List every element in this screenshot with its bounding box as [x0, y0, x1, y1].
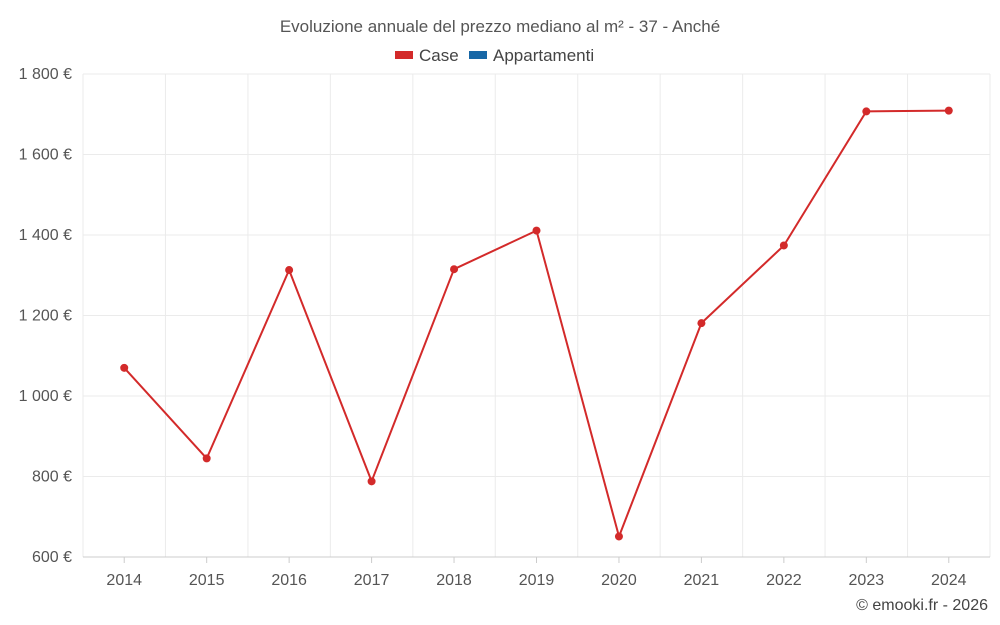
x-tick-label: 2017: [354, 572, 390, 589]
legend: Case Appartamenti: [395, 46, 594, 65]
y-tick-label: 1 000 €: [19, 388, 72, 405]
legend-label-case: Case: [419, 46, 459, 65]
x-tick-label: 2024: [931, 572, 967, 589]
data-point[interactable]: [614, 532, 623, 541]
data-point[interactable]: [367, 477, 376, 486]
legend-label-appartamenti: Appartamenti: [493, 46, 594, 65]
x-tick-label: 2019: [519, 572, 555, 589]
x-tick-label: 2014: [106, 572, 142, 589]
data-point[interactable]: [944, 106, 953, 115]
data-point[interactable]: [532, 226, 541, 235]
chart-title: Evoluzione annuale del prezzo mediano al…: [280, 17, 720, 36]
data-point[interactable]: [120, 363, 129, 372]
x-tick-label: 2021: [684, 572, 720, 589]
data-point[interactable]: [450, 265, 459, 274]
y-tick-label: 600 €: [32, 549, 72, 566]
y-tick-label: 1 200 €: [19, 308, 72, 325]
x-tick-label: 2018: [436, 572, 472, 589]
x-tick-label: 2022: [766, 572, 802, 589]
x-tick-label: 2016: [271, 572, 307, 589]
data-point[interactable]: [779, 241, 788, 250]
data-point[interactable]: [285, 266, 294, 275]
x-axis: 2014 2015 2016 2017 2018 2019 2020 2021 2022 2023…: [83, 556, 990, 589]
y-tick-label: 1 600 €: [19, 147, 72, 164]
x-tick-label: 2023: [849, 572, 885, 589]
legend-swatch-case: [395, 51, 413, 59]
series-case: [120, 106, 953, 541]
credit-text: © emooki.fr - 2026: [856, 597, 988, 614]
legend-item-appartamenti[interactable]: Appartamenti: [469, 46, 594, 65]
data-point[interactable]: [202, 454, 211, 463]
data-point[interactable]: [862, 107, 871, 116]
y-tick-label: 1 400 €: [19, 227, 72, 244]
legend-swatch-appartamenti: [469, 51, 487, 59]
x-tick-label: 2015: [189, 572, 225, 589]
y-tick-label: 1 800 €: [19, 66, 72, 83]
grid: [82, 73, 991, 557]
y-axis: 600 € 800 € 1 000 € 1 200 € 1 400 € 1 600 € 1 …: [19, 66, 72, 566]
y-tick-label: 800 €: [32, 469, 72, 486]
data-point[interactable]: [697, 319, 706, 328]
legend-item-case[interactable]: Case: [395, 46, 459, 65]
x-tick-label: 2020: [601, 572, 637, 589]
